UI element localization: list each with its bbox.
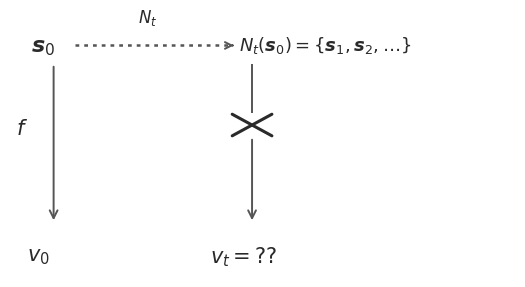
Text: $N_t(\boldsymbol{s}_0) = \{\boldsymbol{s}_1, \boldsymbol{s}_2, \ldots\}$: $N_t(\boldsymbol{s}_0) = \{\boldsymbol{s… xyxy=(239,35,411,56)
Text: $v_t = ??$: $v_t = ??$ xyxy=(211,245,277,269)
Text: $N_t$: $N_t$ xyxy=(138,8,158,28)
Text: $v_0$: $v_0$ xyxy=(27,247,49,267)
Text: $\boldsymbol{s}_0$: $\boldsymbol{s}_0$ xyxy=(31,36,55,58)
Text: $f$: $f$ xyxy=(16,119,28,139)
